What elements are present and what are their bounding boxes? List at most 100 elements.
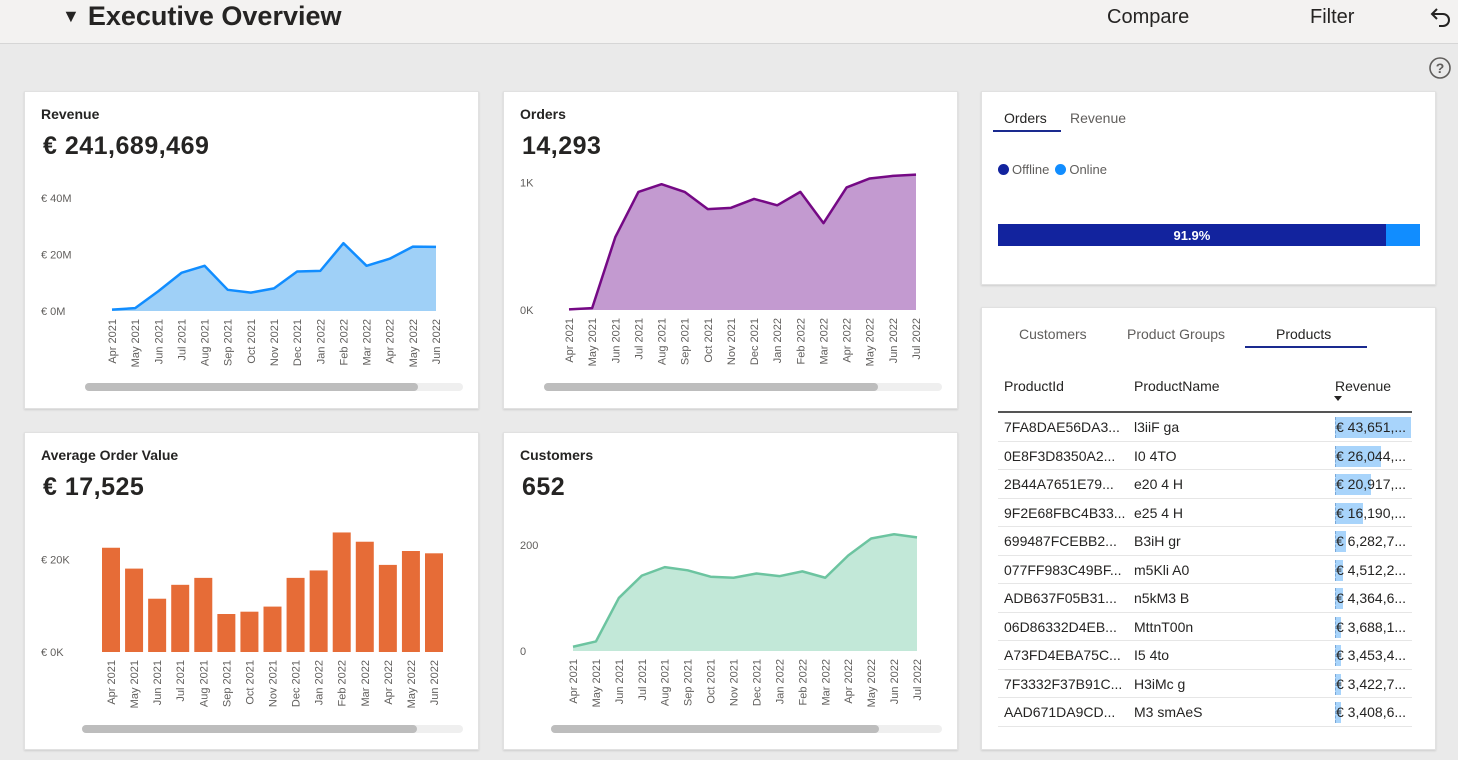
help-icon[interactable]: ? [1428, 56, 1452, 80]
orders-chart[interactable]: 0K 1K Apr 2021 May 2021 Jun 2021 Jul 2021 Aug … [504, 92, 959, 410]
orders-chart-scrollbar[interactable] [544, 383, 942, 391]
revenue-data-bar [1335, 474, 1372, 495]
undo-icon[interactable] [1428, 4, 1454, 30]
legend-item-online[interactable]: Online [1055, 162, 1107, 177]
data-bar-axis [1335, 673, 1336, 695]
aov-chart-scroll-thumb[interactable] [82, 725, 418, 733]
tab-revenue[interactable]: Revenue [1070, 110, 1127, 126]
aov-kpi: € 17,525 [43, 473, 145, 501]
bar[interactable] [217, 614, 236, 652]
revenue-data-bar [1335, 445, 1381, 467]
bar[interactable] [263, 606, 282, 652]
collapse-caret-icon[interactable]: ▼ [62, 6, 80, 26]
cell-productid: 0E8F3D8350A2... [1004, 447, 1116, 464]
cell-productname: e25 4 H [1134, 504, 1184, 521]
aov-chart[interactable]: € 0K € 20K Apr 2021 May 2021 Jun 2021 Jul 202… [25, 433, 480, 751]
x-tick-label: Apr 2022 [385, 319, 397, 364]
x-tick-label: Dec 2021 [292, 319, 304, 366]
customers-chart-scroll-thumb[interactable] [551, 725, 880, 733]
x-tick-label: Apr 2022 [383, 660, 395, 705]
x-tick-label: Mar 2022 [360, 660, 372, 706]
cell-productname: n5kM3 B [1134, 590, 1190, 606]
table-row[interactable]: 0E8F3D8350A2... I0 4TO € 26,044,... [998, 442, 1412, 470]
series-area[interactable] [569, 174, 916, 310]
x-tick-label: May 2021 [587, 318, 599, 366]
table-header-divider [998, 411, 1412, 413]
column-header-productname[interactable]: ProductName [1134, 378, 1220, 394]
data-bar-axis [1335, 445, 1336, 467]
table-row[interactable]: 699487FCEBB2... B3iH gr € 6,282,7... [998, 527, 1412, 556]
cell-revenue: € 3,408,6... [1335, 702, 1411, 723]
revenue-data-bar [1335, 531, 1346, 552]
x-tick-label: Mar 2022 [820, 659, 832, 705]
bar-offline[interactable]: 91.9% [998, 224, 1386, 246]
bar[interactable] [194, 577, 213, 652]
tab-orders[interactable]: Orders [1004, 110, 1047, 126]
bar-online[interactable] [1385, 224, 1420, 246]
x-tick-label: Nov 2021 [269, 319, 281, 366]
bar[interactable] [378, 564, 397, 652]
x-tick-label: Dec 2021 [291, 660, 303, 707]
x-tick-label: Jun 2022 [889, 659, 901, 704]
table-row[interactable]: 06D86332D4EB... MttnT00n € 3,688,1... [998, 613, 1412, 641]
bar[interactable] [425, 553, 443, 652]
customers-chart-scrollbar[interactable] [551, 725, 942, 733]
x-tick-label: Jul 2021 [176, 319, 188, 361]
tab-product-groups[interactable]: Product Groups [1127, 326, 1226, 342]
revenue-chart-scrollbar[interactable] [85, 383, 463, 391]
x-tick-label: Jul 2021 [633, 318, 645, 360]
column-header-revenue[interactable]: Revenue [1335, 378, 1392, 394]
tab-customers[interactable]: Customers [1019, 326, 1087, 342]
x-tick-label: Oct 2021 [706, 659, 718, 704]
bar[interactable] [102, 547, 120, 652]
y-tick-label: 0K [520, 305, 534, 317]
orders-chart-scroll-thumb[interactable] [544, 383, 879, 391]
compare-button[interactable]: Compare [1107, 6, 1190, 28]
series-line[interactable] [572, 532, 918, 648]
bar[interactable] [401, 550, 420, 652]
table-row[interactable]: AAD671DA9CD... M3 smAeS € 3,408,6... [998, 698, 1412, 727]
table-row[interactable]: 7F3332F37B91C... H3iMc g € 3,422,7... [998, 670, 1412, 698]
bar[interactable] [148, 598, 167, 652]
cell-revenue: € 6,282,7... [1335, 531, 1411, 552]
bar[interactable] [355, 541, 374, 652]
table-row[interactable]: 7FA8DAE56DA3... l3iiF ga € 43,651,... [998, 413, 1412, 442]
table-row[interactable]: 9F2E68FBC4B33... e25 4 H € 16,190,... [998, 499, 1412, 527]
bar[interactable] [125, 568, 144, 652]
cell-productid: 7FA8DAE56DA3... [1004, 419, 1120, 435]
revenue-chart[interactable]: € 0M € 20M € 40M Apr 2021 May 2021 Jun 2021 Ju… [25, 92, 480, 410]
bar[interactable] [332, 532, 351, 652]
bar[interactable] [309, 570, 328, 652]
channel-stacked-bar[interactable]: 91.9% [998, 224, 1420, 246]
series-line[interactable] [568, 173, 917, 311]
table-row[interactable]: 077FF983C49BF... m5Kli A0 € 4,512,2... [998, 556, 1412, 584]
x-tick-label: Apr 2021 [107, 319, 119, 364]
filter-button[interactable]: Filter [1310, 6, 1355, 28]
customers-chart[interactable]: 0 200 Apr 2021 May 2021 Jun 2021 Jul 2021 Aug … [504, 433, 959, 751]
cell-revenue: € 26,044,... [1335, 445, 1411, 467]
tab-products[interactable]: Products [1276, 326, 1332, 342]
x-tick-label: Feb 2022 [795, 318, 807, 364]
aov-chart-scrollbar[interactable] [82, 725, 463, 733]
x-tick-label: May 2021 [591, 659, 603, 707]
series-area[interactable] [573, 534, 917, 651]
revenue-chart-scroll-thumb[interactable] [85, 383, 418, 391]
legend-item-offline[interactable]: Offline [998, 162, 1049, 177]
x-tick-label: Oct 2021 [703, 318, 715, 363]
table-row[interactable]: ADB637F05B31... n5kM3 B € 4,364,6... [998, 584, 1412, 613]
cell-revenue: € 16,190,... [1335, 502, 1411, 524]
data-bar-axis [1335, 702, 1336, 723]
revenue-kpi: € 241,689,469 [43, 132, 210, 160]
x-tick-label: Feb 2022 [338, 319, 350, 365]
table-row[interactable]: 2B44A7651E79... e20 4 H € 20,917,... [998, 470, 1412, 499]
table-row[interactable]: A73FD4EBA75C... I5 4to € 3,453,4... [998, 641, 1412, 670]
series-area[interactable] [112, 243, 436, 311]
column-header-productid[interactable]: ProductId [1004, 378, 1064, 394]
bar[interactable] [240, 611, 259, 652]
orders-kpi: 14,293 [522, 132, 602, 160]
page-title[interactable]: ▼ Executive Overview [62, 1, 341, 32]
cell-revenue: € 3,422,7... [1335, 673, 1411, 695]
bar[interactable] [171, 584, 190, 652]
x-tick-label: Apr 2021 [564, 318, 576, 363]
bar[interactable] [286, 577, 305, 652]
